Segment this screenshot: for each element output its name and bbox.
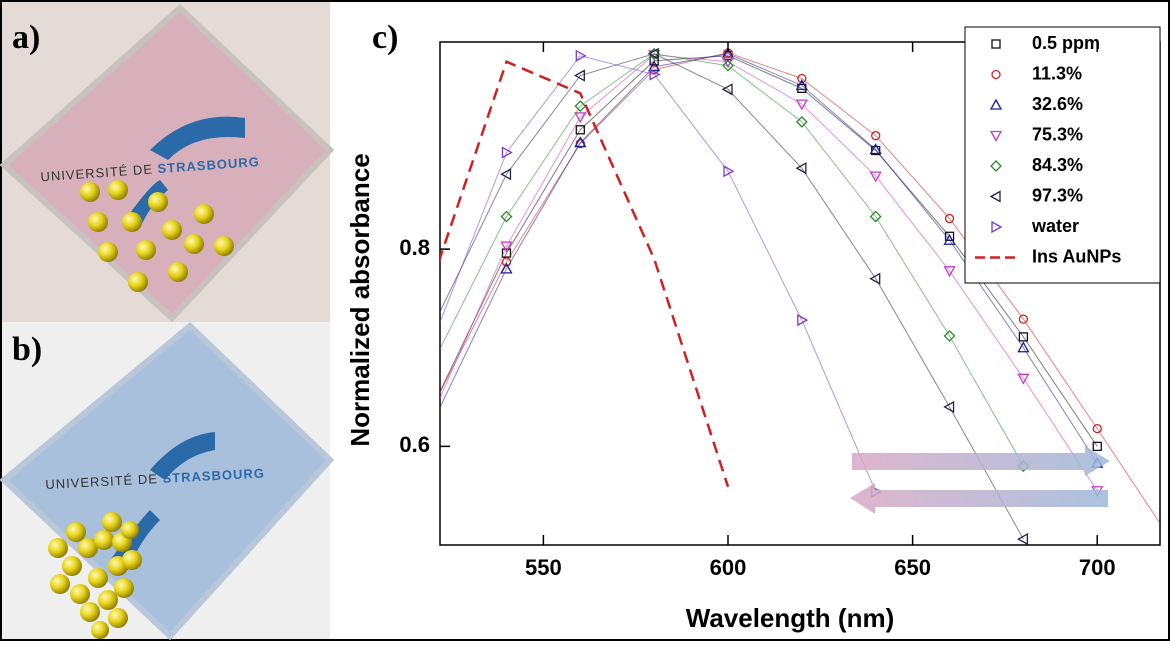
series-trace	[440, 55, 1098, 447]
data-point	[500, 210, 513, 223]
legend-swatch	[989, 190, 1001, 203]
x-tick-label: 600	[710, 555, 747, 580]
data-point	[944, 213, 955, 224]
data-point	[943, 329, 956, 342]
x-axis-label: Wavelength (nm)	[686, 603, 894, 633]
data-point	[721, 57, 735, 69]
data-point	[869, 143, 882, 155]
svg-text:UNIVERSITÉ DE STRASBOURG: UNIVERSITÉ DE STRASBOURG	[40, 154, 260, 184]
series-trace	[440, 52, 1160, 525]
x-tick-label: 650	[894, 555, 931, 580]
series-trace	[440, 54, 1098, 492]
data-point	[869, 272, 881, 285]
data-point	[575, 49, 587, 62]
series-trace	[440, 53, 1098, 464]
data-point	[943, 233, 956, 245]
data-point	[797, 73, 807, 84]
series-trace	[440, 53, 1024, 540]
data-point	[869, 171, 882, 183]
legend-swatch	[989, 130, 1003, 142]
legend-label: 97.3%	[1032, 185, 1083, 205]
svg-text:UNIVERSITÉ DE STRASBOURG: UNIVERSITÉ DE STRASBOURG	[45, 466, 265, 492]
shift-arrows	[850, 446, 1110, 514]
panel-label: c)	[372, 19, 398, 56]
data-point	[501, 146, 513, 159]
data-point	[501, 248, 512, 258]
data-point	[1017, 373, 1030, 385]
data-point	[1092, 423, 1102, 434]
data-point	[723, 165, 735, 178]
panel-label: b)	[12, 331, 42, 368]
data-point	[575, 125, 585, 135]
data-point	[500, 168, 512, 181]
data-point	[574, 136, 587, 148]
y-tick-label: 0.8	[399, 235, 430, 260]
y-axis-label: Normalized absorbance	[345, 153, 375, 446]
data-point	[574, 100, 587, 113]
data-point	[1018, 332, 1029, 342]
data-point	[795, 99, 808, 111]
data-point	[869, 210, 882, 223]
data-point	[943, 266, 956, 278]
plot-content	[440, 47, 1160, 545]
legend-swatch	[991, 39, 1001, 49]
legend-entries: 0.5 ppm 11.3% 32.6% 75.3% 84.3% 97.3% water Ins…	[975, 33, 1121, 266]
data-point	[795, 162, 807, 175]
logo-suffix: STRASBOURG	[157, 154, 260, 176]
data-point	[1018, 314, 1029, 324]
data-point	[648, 60, 661, 72]
data-point	[1092, 441, 1102, 452]
photo-b: UNIVERSITÉ DE STRASBOURG	[0, 321, 335, 641]
data-point	[797, 314, 809, 327]
data-point	[500, 262, 513, 274]
logo-suffix: STRASBOURG	[162, 466, 265, 486]
data-point	[721, 83, 733, 96]
data-point	[649, 68, 661, 81]
photo-a: UNIVERSITÉ DE STRASBOURG	[0, 2, 335, 323]
legend-swatch	[991, 220, 1003, 234]
data-point	[573, 69, 585, 82]
logo-prefix: UNIVERSITÉ DE	[45, 472, 158, 493]
x-tick-label: 700	[1079, 555, 1116, 580]
series-trace	[440, 55, 877, 492]
legend-label: water	[1031, 216, 1079, 236]
legend-label: Ins AuNPs	[1032, 246, 1121, 266]
series-line	[440, 60, 730, 488]
series-trace	[440, 53, 1024, 467]
data-point	[647, 47, 659, 60]
data-point	[871, 131, 881, 141]
data-point	[722, 59, 734, 72]
data-point	[500, 241, 513, 253]
data-point	[574, 112, 587, 124]
data-point	[1017, 341, 1030, 353]
legend-label: 75.3%	[1032, 124, 1083, 144]
panel-label: a)	[12, 19, 40, 56]
legend-label: 32.6%	[1032, 94, 1083, 114]
x-tick-label: 550	[525, 555, 562, 580]
data-point	[943, 400, 955, 414]
legend-label: 11.3%	[1032, 63, 1082, 83]
y-tick-label: 0.6	[399, 432, 430, 457]
legend-label: 0.5 ppm	[1032, 33, 1100, 53]
data-point	[795, 79, 808, 91]
legend-swatch	[989, 98, 1003, 110]
legend	[964, 26, 1161, 284]
legend-label: 84.3%	[1032, 155, 1083, 175]
data-point	[795, 115, 808, 128]
legend-swatch	[990, 160, 1002, 172]
legend-swatch	[991, 69, 1001, 80]
data-point	[1017, 532, 1029, 545]
